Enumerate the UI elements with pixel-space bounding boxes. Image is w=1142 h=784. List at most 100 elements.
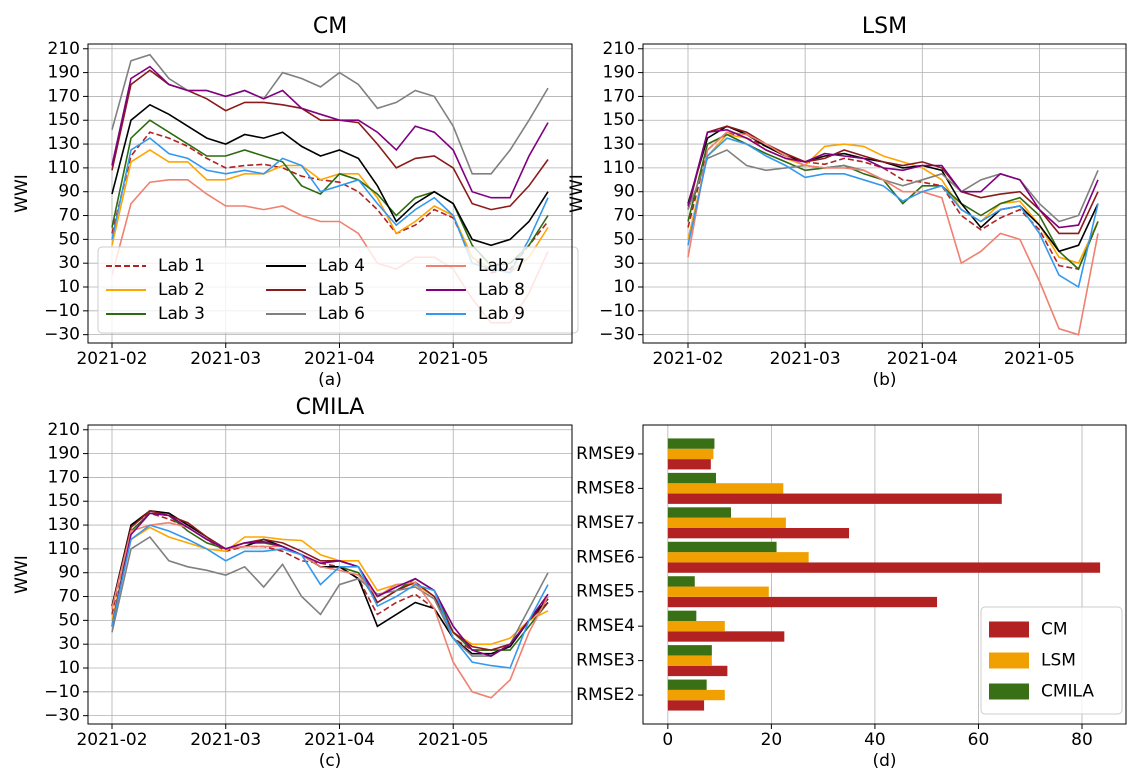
bar — [667, 483, 784, 494]
legend-swatch — [989, 652, 1029, 669]
y-tick-label: 50 — [613, 229, 635, 249]
bar — [667, 552, 809, 563]
x-tick-label: 0 — [662, 730, 673, 750]
chart-title: CM — [313, 14, 347, 39]
legend-label: Lab 3 — [158, 304, 205, 324]
bar — [667, 700, 705, 711]
legend-label: LSM — [1041, 651, 1076, 671]
y-tick-label: 190 — [48, 444, 80, 464]
x-tick-label: 2021-02 — [76, 349, 147, 369]
y-tick-label: 70 — [58, 206, 80, 226]
bar — [667, 472, 716, 484]
y-tick-label: 30 — [58, 253, 80, 273]
bar — [667, 621, 725, 632]
y-axis-label: WWI — [567, 174, 587, 213]
y-tick-label: 190 — [603, 63, 635, 83]
chart-title: CMILA — [296, 395, 365, 420]
y-tick-label: 70 — [58, 587, 80, 607]
y-tick-label: 70 — [613, 206, 635, 226]
x-tick-label: 2021-04 — [304, 730, 375, 750]
y-axis-label: WWI — [12, 174, 32, 213]
y-tick-label: 110 — [603, 158, 635, 178]
x-tick-label: 2021-05 — [418, 730, 489, 750]
y-tick-label: 150 — [603, 110, 635, 130]
y-tick-label: 10 — [58, 658, 80, 678]
data-line — [111, 526, 549, 645]
y-tick-label: 90 — [58, 182, 80, 202]
bar — [667, 507, 732, 518]
bar — [667, 527, 850, 539]
x-tick-label: 60 — [968, 730, 990, 750]
data-line — [111, 103, 549, 247]
y-tick-label: 150 — [48, 110, 80, 130]
legend-label: Lab 5 — [318, 280, 365, 300]
bar — [667, 459, 711, 470]
bar — [667, 679, 707, 690]
y-tick-label: −10 — [44, 682, 80, 702]
data-line — [111, 65, 549, 199]
bar — [667, 541, 777, 553]
y-tick-label: 10 — [613, 277, 635, 297]
x-tick-label: 20 — [761, 730, 783, 750]
y-tick-label: RMSE7 — [576, 513, 635, 533]
x-tick-label: 2021-04 — [887, 349, 958, 369]
x-tick-label: 2021-05 — [418, 349, 489, 369]
x-tick-label: 2021-03 — [770, 349, 841, 369]
data-line — [111, 512, 549, 657]
y-tick-label: 30 — [58, 634, 80, 654]
data-line — [111, 131, 549, 274]
y-tick-label: 170 — [603, 86, 635, 106]
data-line — [111, 509, 549, 655]
y-tick-label: 30 — [613, 253, 635, 273]
data-line — [111, 509, 549, 651]
bar — [667, 610, 697, 622]
legend-label: CMILA — [1041, 682, 1094, 702]
legend-box — [97, 246, 579, 334]
legend-label: Lab 2 — [158, 280, 205, 300]
bar — [667, 517, 786, 528]
x-axis-label: (d) — [872, 751, 896, 771]
legend-label: Lab 9 — [478, 304, 525, 324]
y-tick-label: 130 — [48, 134, 80, 154]
legend-label: CM — [1041, 620, 1068, 640]
y-tick-label: RMSE2 — [576, 685, 635, 705]
bar — [667, 689, 725, 701]
y-tick-label: RMSE4 — [576, 616, 635, 636]
axes-frame — [642, 424, 1127, 725]
y-tick-label: RMSE5 — [576, 582, 635, 602]
x-axis-label: (b) — [872, 370, 896, 390]
y-tick-label: 210 — [48, 39, 80, 59]
bar — [667, 596, 938, 608]
bar — [667, 562, 1101, 573]
y-tick-label: RMSE3 — [576, 651, 635, 671]
y-tick-label: 50 — [58, 229, 80, 249]
y-tick-label: RMSE6 — [576, 547, 635, 567]
data-line — [687, 125, 1099, 253]
y-axis-label: WWI — [12, 555, 32, 594]
bar — [667, 645, 712, 656]
axes-frame — [87, 424, 573, 725]
x-tick-label: 2021-02 — [652, 349, 723, 369]
data-line — [111, 535, 549, 657]
bar — [667, 665, 728, 677]
y-tick-label: RMSE8 — [576, 478, 635, 498]
bar — [667, 586, 769, 597]
data-line — [111, 512, 549, 651]
x-tick-label: 80 — [1071, 730, 1093, 750]
legend-label: Lab 8 — [478, 280, 525, 300]
x-tick-label: 2021-04 — [304, 349, 375, 369]
legend-label: Lab 4 — [318, 256, 365, 276]
y-tick-label: 110 — [48, 539, 80, 559]
data-line — [111, 521, 549, 699]
y-tick-label: 170 — [48, 86, 80, 106]
y-tick-label: 210 — [603, 39, 635, 59]
legend-label: Lab 6 — [318, 304, 365, 324]
x-axis-label: (c) — [319, 751, 342, 771]
y-tick-label: 210 — [48, 420, 80, 440]
legend-label: Lab 7 — [478, 256, 525, 276]
data-line — [687, 128, 1099, 229]
bar — [667, 631, 785, 642]
chart-title: LSM — [862, 14, 907, 39]
x-tick-label: 40 — [864, 730, 886, 750]
data-line — [687, 131, 1099, 336]
